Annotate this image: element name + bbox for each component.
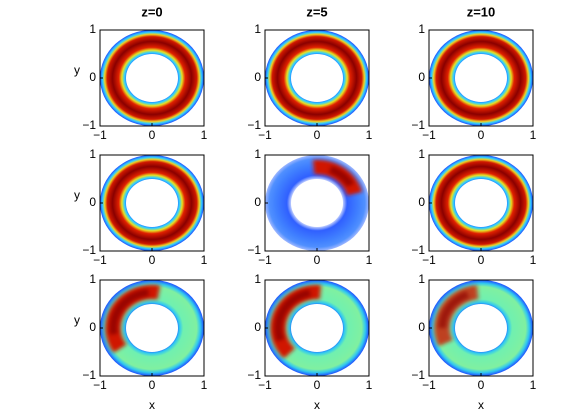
x-tick-label: −1 — [422, 378, 436, 392]
hot-core — [109, 288, 149, 335]
y-tick-label: 0 — [418, 70, 425, 84]
y-tick-label: 1 — [89, 147, 96, 161]
heatmap — [429, 30, 533, 126]
x-tick-label: 1 — [366, 128, 373, 142]
x-tick-label: 1 — [530, 378, 537, 392]
x-tick-label: −1 — [422, 253, 436, 267]
y-tick-label: 1 — [89, 272, 96, 286]
y-tick-label: 0 — [254, 70, 261, 84]
y-tick-label: −1 — [82, 118, 96, 132]
y-tick-label: 1 — [254, 272, 261, 286]
y-tick-label: −1 — [247, 243, 261, 257]
panel-title: z=0 — [141, 4, 162, 19]
panel-title: z=5 — [306, 4, 327, 19]
hot-crescent — [105, 284, 161, 353]
ring-field — [429, 30, 533, 126]
ring-field — [100, 30, 204, 126]
y-tick-label: −1 — [247, 368, 261, 382]
hot-core — [438, 291, 470, 328]
heatmap — [429, 280, 533, 376]
heatmap — [265, 30, 369, 126]
x-tick-label: 1 — [201, 253, 208, 267]
y-axis-label: y — [74, 63, 80, 77]
heatmap — [100, 30, 204, 126]
y-tick-label: 0 — [254, 320, 261, 334]
x-tick-label: −1 — [93, 253, 107, 267]
hot-crescent — [270, 284, 322, 359]
y-tick-label: −1 — [411, 118, 425, 132]
heatmap — [265, 155, 369, 251]
x-tick-label: 1 — [530, 253, 537, 267]
x-tick-label: −1 — [93, 128, 107, 142]
y-tick-label: 1 — [418, 147, 425, 161]
panel-title: z=10 — [467, 4, 496, 19]
x-tick-label: −1 — [258, 128, 272, 142]
y-tick-label: 1 — [254, 147, 261, 161]
y-tick-label: 0 — [418, 195, 425, 209]
y-tick-label: 1 — [89, 22, 96, 36]
x-tick-label: −1 — [258, 378, 272, 392]
y-tick-label: 0 — [89, 320, 96, 334]
y-tick-label: 0 — [89, 195, 96, 209]
x-tick-label: 1 — [366, 253, 373, 267]
x-tick-label: −1 — [93, 378, 107, 392]
y-axis-label: y — [74, 188, 80, 202]
x-tick-label: 0 — [478, 253, 485, 267]
hot-crescent — [312, 159, 363, 196]
x-tick-label: 1 — [530, 128, 537, 142]
x-tick-label: 1 — [201, 378, 208, 392]
ring-field — [100, 155, 204, 251]
y-tick-label: −1 — [82, 243, 96, 257]
x-tick-label: 0 — [149, 128, 156, 142]
y-tick-label: 0 — [254, 195, 261, 209]
x-axis-label: x — [149, 398, 155, 412]
y-tick-label: 0 — [418, 320, 425, 334]
y-tick-label: −1 — [82, 368, 96, 382]
y-tick-label: 1 — [254, 22, 261, 36]
y-axis-label: y — [74, 313, 80, 327]
y-tick-label: 1 — [418, 272, 425, 286]
x-tick-label: −1 — [422, 128, 436, 142]
x-tick-label: 0 — [149, 378, 156, 392]
x-tick-label: 0 — [314, 378, 321, 392]
hot-core — [328, 166, 354, 187]
x-tick-label: −1 — [258, 253, 272, 267]
heatmap — [100, 155, 204, 251]
x-tick-label: 0 — [314, 128, 321, 142]
x-tick-label: 0 — [149, 253, 156, 267]
x-tick-label: 0 — [314, 253, 321, 267]
heatmap — [265, 280, 369, 376]
ring-field — [265, 30, 369, 126]
x-axis-label: x — [478, 398, 484, 412]
x-tick-label: 0 — [478, 378, 485, 392]
hot-crescent — [434, 284, 479, 347]
y-tick-label: −1 — [247, 118, 261, 132]
ring-field — [429, 155, 533, 251]
y-tick-label: 1 — [418, 22, 425, 36]
x-tick-label: 1 — [201, 128, 208, 142]
hot-core — [274, 289, 311, 342]
x-axis-label: x — [314, 398, 320, 412]
y-tick-label: 0 — [89, 70, 96, 84]
x-tick-label: 0 — [478, 128, 485, 142]
heatmap — [100, 280, 204, 376]
y-tick-label: −1 — [411, 243, 425, 257]
x-tick-label: 1 — [366, 378, 373, 392]
y-tick-label: −1 — [411, 368, 425, 382]
heatmap — [429, 155, 533, 251]
